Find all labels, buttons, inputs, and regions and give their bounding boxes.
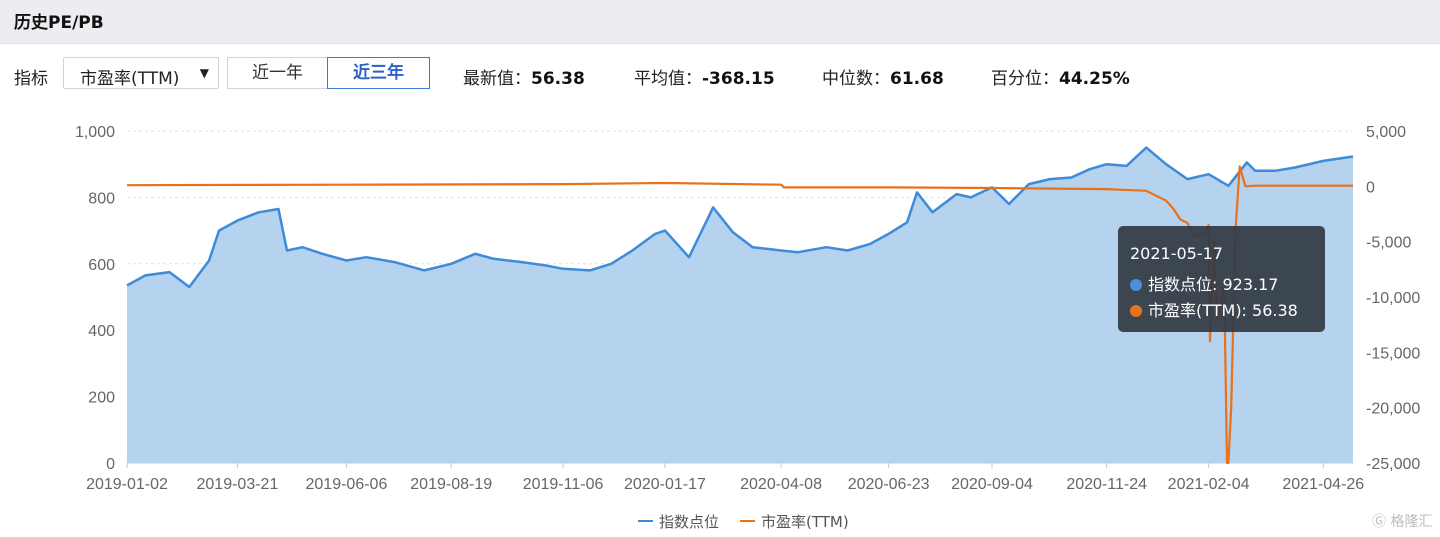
x-tick-label: 2020-11-24 bbox=[1066, 476, 1147, 493]
tooltip-dot-index bbox=[1130, 279, 1142, 291]
panel-title: 历史PE/PB bbox=[14, 13, 104, 33]
tooltip-row-pe: 市盈率(TTM): 56.38 bbox=[1130, 297, 1298, 321]
y-right-tick-label: -15,000 bbox=[1366, 345, 1420, 362]
stat-average-value: -368.15 bbox=[702, 69, 775, 89]
x-tick-label: 2019-06-06 bbox=[306, 476, 388, 493]
y-left-tick-label: 0 bbox=[106, 456, 115, 473]
y-right-tick-label: 0 bbox=[1366, 179, 1375, 196]
y-left-tick-label: 800 bbox=[88, 190, 115, 207]
x-tick-label: 2019-03-21 bbox=[197, 476, 279, 493]
panel-header: 历史PE/PB bbox=[0, 0, 1440, 44]
stat-latest: 最新值：56.38 bbox=[463, 69, 585, 89]
y-right-tick-label: 5,000 bbox=[1366, 124, 1406, 141]
x-tick-label: 2020-04-08 bbox=[740, 476, 822, 493]
y-left-tick-label: 400 bbox=[88, 323, 115, 340]
toolbar: 指标 市盈率(TTM) ▼ 近一年 近三年 最新值：56.38 平均值：-368… bbox=[0, 56, 1440, 92]
series-area-index bbox=[127, 147, 1353, 463]
y-right-tick-label: -10,000 bbox=[1366, 290, 1420, 307]
stat-average: 平均值：-368.15 bbox=[634, 69, 775, 89]
range-button-3y[interactable]: 近三年 bbox=[327, 57, 430, 89]
legend-item-index[interactable]: 指数点位 bbox=[638, 511, 719, 531]
series-line-index bbox=[126, 146, 1354, 289]
x-tick-label: 2019-01-02 bbox=[86, 476, 168, 493]
stat-percentile: 百分位：44.25% bbox=[991, 69, 1130, 89]
stat-latest-value: 56.38 bbox=[531, 69, 585, 89]
tooltip-index-value: 923.17 bbox=[1222, 275, 1279, 294]
tooltip-dot-pe bbox=[1130, 305, 1142, 317]
legend-swatch-index bbox=[638, 520, 653, 522]
indicator-select-value: 市盈率(TTM) bbox=[80, 69, 180, 89]
stat-median-value: 61.68 bbox=[890, 69, 944, 89]
tooltip-row-index: 指数点位: 923.17 bbox=[1130, 271, 1278, 295]
stat-median: 中位数：61.68 bbox=[822, 69, 944, 89]
stat-percentile-value: 44.25% bbox=[1059, 69, 1130, 89]
tooltip-pe-value: 56.38 bbox=[1252, 301, 1298, 320]
x-tick-label: 2019-08-19 bbox=[410, 476, 492, 493]
caret-down-icon: ▼ bbox=[199, 66, 209, 80]
watermark-logo: Ⓖ 格隆汇 bbox=[1372, 514, 1433, 530]
x-tick-label: 2019-11-06 bbox=[523, 476, 604, 493]
legend-swatch-pe bbox=[740, 520, 755, 522]
x-tick-label: 2020-09-04 bbox=[951, 476, 1033, 493]
x-tick-label: 2021-02-04 bbox=[1168, 476, 1250, 493]
x-tick-label: 2021-04-26 bbox=[1282, 476, 1364, 493]
chart-tooltip: 2021-05-17 指数点位: 923.17 市盈率(TTM): 56.38 bbox=[1118, 226, 1325, 332]
x-tick-label: 2020-06-23 bbox=[848, 476, 930, 493]
y-left-tick-label: 600 bbox=[88, 257, 115, 274]
x-tick-label: 2020-01-17 bbox=[624, 476, 706, 493]
y-right-tick-label: -25,000 bbox=[1366, 456, 1420, 473]
indicator-label: 指标 bbox=[14, 69, 48, 89]
y-left-tick-label: 1,000 bbox=[75, 124, 115, 141]
y-left-tick-label: 200 bbox=[88, 390, 115, 407]
indicator-select[interactable]: 市盈率(TTM) ▼ bbox=[63, 57, 219, 89]
y-right-tick-label: -20,000 bbox=[1366, 401, 1420, 418]
tooltip-date: 2021-05-17 bbox=[1130, 244, 1223, 263]
y-right-tick-label: -5,000 bbox=[1366, 235, 1411, 252]
legend-item-pe[interactable]: 市盈率(TTM) bbox=[740, 511, 849, 531]
